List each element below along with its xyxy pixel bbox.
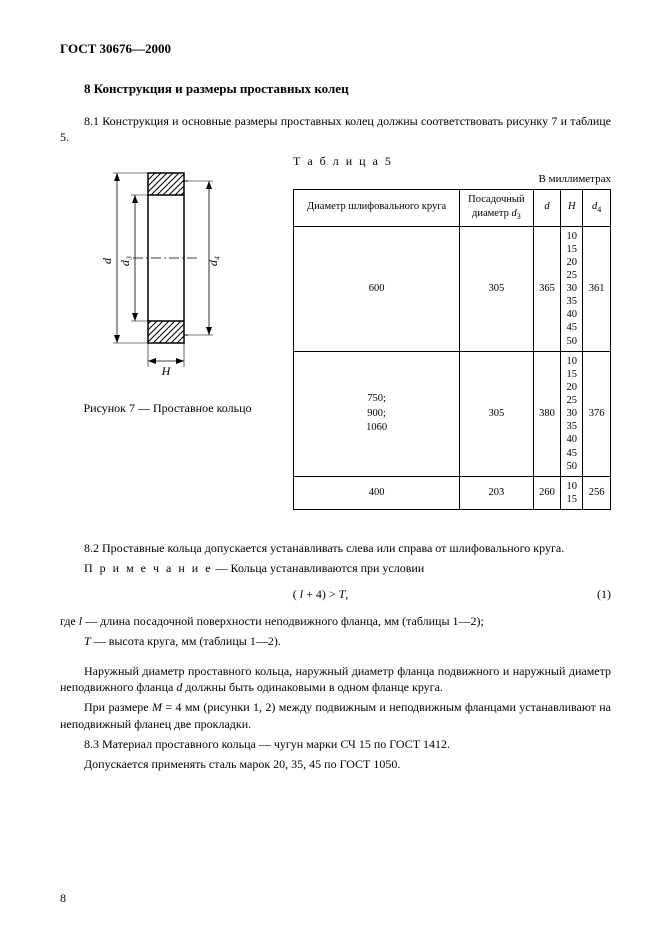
section-number: 8 bbox=[84, 81, 91, 96]
cell-H: 101520253035404550 bbox=[561, 226, 583, 351]
cell-d3: 203 bbox=[460, 476, 533, 509]
svg-text:d: d bbox=[100, 257, 114, 264]
paragraph-outer-diam: Наружный диаметр проставного кольца, нар… bbox=[60, 663, 611, 695]
table-column: Т а б л и ц а 5 В миллиметрах Диаметр шл… bbox=[293, 153, 611, 510]
section-heading: Конструкция и размеры проставных колец bbox=[94, 81, 349, 96]
spacer-ring-drawing: d d₃ d₄ bbox=[73, 153, 263, 383]
col-header-diameter: Диаметр шлифовального круга bbox=[294, 189, 460, 226]
cell-d3: 305 bbox=[460, 351, 533, 476]
col-header-d4: d4 bbox=[583, 189, 611, 226]
cell-d3: 305 bbox=[460, 226, 533, 351]
paragraph-m4: При размере M = 4 мм (рисунки 1, 2) межд… bbox=[60, 699, 611, 731]
cell-d: 365 bbox=[533, 226, 561, 351]
figure-caption: Рисунок 7 — Проставное кольцо bbox=[60, 400, 275, 416]
cell-d4: 376 bbox=[583, 351, 611, 476]
section-title: 8 Конструкция и размеры проставных колец bbox=[84, 80, 611, 98]
page-number: 8 bbox=[60, 890, 66, 906]
where-T: T bbox=[84, 634, 91, 648]
cell-diameter: 400 bbox=[294, 476, 460, 509]
formula-number: (1) bbox=[581, 586, 611, 602]
cell-d: 260 bbox=[533, 476, 561, 509]
paragraph-8-3: 8.3 Материал проставного кольца — чугун … bbox=[60, 736, 611, 752]
formula-1: ( l + 4) > T, bbox=[60, 586, 581, 602]
cell-d: 380 bbox=[533, 351, 561, 476]
cell-H: 101520253035404550 bbox=[561, 351, 583, 476]
table-5-units: В миллиметрах bbox=[293, 172, 611, 187]
table-row: 600305365101520253035404550361 bbox=[294, 226, 611, 351]
note-label: П р и м е ч а н и е bbox=[84, 561, 213, 575]
svg-text:H: H bbox=[160, 364, 171, 378]
figure-column: d d₃ d₄ bbox=[60, 153, 275, 510]
col-header-d3-b: диаметр d3 bbox=[472, 208, 521, 219]
where-line-2: T — высота круга, мм (таблицы 1—2). bbox=[60, 633, 611, 649]
table-5-title: Т а б л и ц а 5 bbox=[293, 153, 611, 169]
where-T-desc: — высота круга, мм (таблицы 1—2). bbox=[91, 634, 281, 648]
table-header-row: Диаметр шлифовального круга Посадочный д… bbox=[294, 189, 611, 226]
col-header-d3: Посадочный диаметр d3 bbox=[460, 189, 533, 226]
cell-diameter: 750;900;1060 bbox=[294, 351, 460, 476]
paragraph-8-2: 8.2 Проставные кольца допускается устана… bbox=[60, 540, 611, 556]
document-code: ГОСТ 30676—2000 bbox=[60, 40, 611, 58]
page: ГОСТ 30676—2000 8 Конструкция и размеры … bbox=[0, 0, 661, 936]
paragraph-8-1: 8.1 Конструкция и основные размеры прост… bbox=[60, 113, 611, 145]
table-row: 750;900;1060305380101520253035404550376 bbox=[294, 351, 611, 476]
formula-row: ( l + 4) > T, (1) bbox=[60, 586, 611, 602]
cell-d4: 361 bbox=[583, 226, 611, 351]
table-row: 4002032601015256 bbox=[294, 476, 611, 509]
col-header-H: H bbox=[561, 189, 583, 226]
note-text: — Кольца устанавливаются при условии bbox=[213, 561, 425, 575]
col-header-d: d bbox=[533, 189, 561, 226]
where-l-desc: — длина посадочной поверхности неподвижн… bbox=[82, 614, 484, 628]
table-5: Диаметр шлифовального круга Посадочный д… bbox=[293, 189, 611, 511]
figure-7: d d₃ d₄ bbox=[60, 153, 275, 415]
note-line: П р и м е ч а н и е — Кольца устанавлива… bbox=[60, 560, 611, 576]
svg-text:d₃: d₃ bbox=[118, 256, 132, 266]
paragraph-steel: Допускается применять сталь марок 20, 35… bbox=[60, 756, 611, 772]
cell-diameter: 600 bbox=[294, 226, 460, 351]
where-prefix: где bbox=[60, 614, 79, 628]
cell-H: 1015 bbox=[561, 476, 583, 509]
where-line-1: где l — длина посадочной поверхности неп… bbox=[60, 613, 611, 629]
figure-table-row: d d₃ d₄ bbox=[60, 153, 611, 510]
cell-d4: 256 bbox=[583, 476, 611, 509]
col-header-d3-a: Посадочный bbox=[468, 194, 524, 205]
svg-text:d₄: d₄ bbox=[206, 256, 220, 266]
